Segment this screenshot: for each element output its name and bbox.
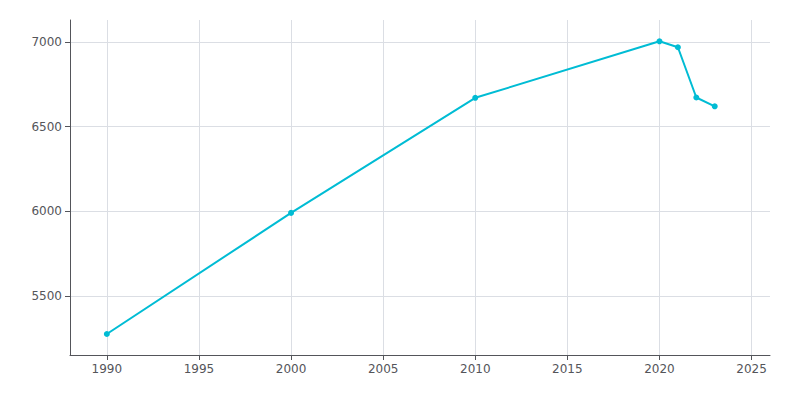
svg-text:2015: 2015 bbox=[552, 362, 583, 376]
svg-text:5500: 5500 bbox=[31, 289, 62, 303]
svg-text:2000: 2000 bbox=[276, 362, 307, 376]
svg-text:2010: 2010 bbox=[460, 362, 491, 376]
svg-text:6000: 6000 bbox=[31, 204, 62, 218]
svg-text:1990: 1990 bbox=[92, 362, 123, 376]
svg-text:6500: 6500 bbox=[31, 120, 62, 134]
svg-text:2020: 2020 bbox=[644, 362, 675, 376]
svg-text:7000: 7000 bbox=[31, 35, 62, 49]
svg-text:2025: 2025 bbox=[736, 362, 767, 376]
svg-text:2005: 2005 bbox=[368, 362, 399, 376]
svg-text:1995: 1995 bbox=[184, 362, 215, 376]
